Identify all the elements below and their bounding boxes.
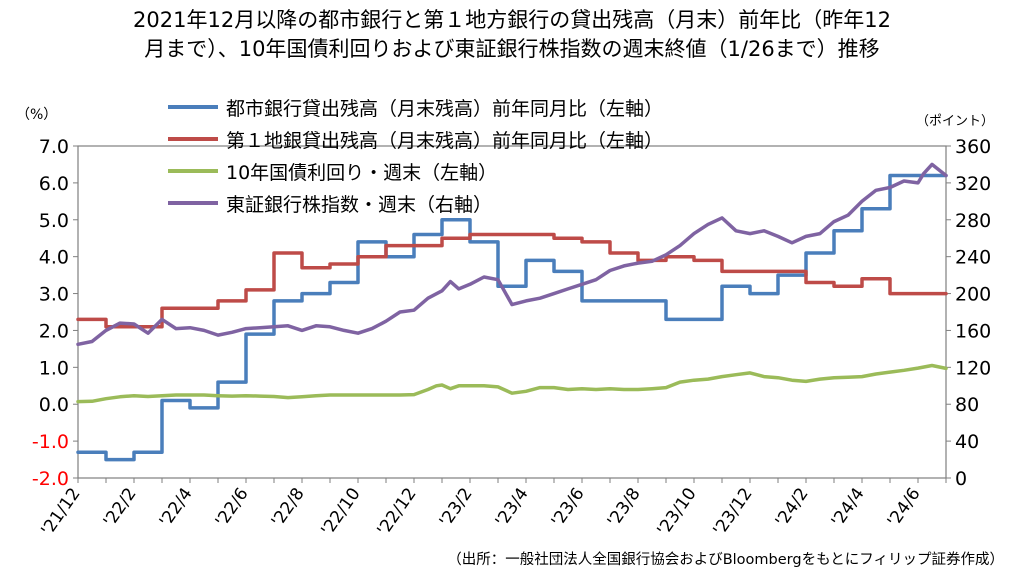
right-tick-label: 360: [955, 136, 991, 158]
x-tick-label: '22/4: [156, 484, 197, 531]
legend-label: 都市銀行貸出残高（月末残高）前年同月比（左軸）: [226, 97, 664, 120]
legend-label: 東証銀行株指数・週末（右軸）: [226, 193, 493, 216]
x-tick-label: '23/6: [548, 484, 589, 531]
right-tick-label: 160: [955, 320, 991, 342]
x-tick-label: '23/8: [604, 484, 645, 531]
left-tick-label: 7.0: [39, 136, 69, 158]
legend-item: 東証銀行株指数・週末（右軸）: [168, 187, 663, 219]
right-tick-label: 0: [955, 468, 967, 490]
legend-swatch: [168, 169, 218, 173]
left-axis-unit-label: （%）: [16, 107, 58, 123]
legend-label: 10年国債利回り・週末（左軸）: [226, 161, 498, 184]
chart-title-line2: 月まで）、10年国債利回りおよび東証銀行株指数の週末終値（1/26まで）推移: [144, 37, 880, 61]
x-tick-label: '23/2: [436, 484, 477, 531]
series-line-2: [76, 363, 948, 404]
chart-title-line1: 2021年12月以降の都市銀行と第１地方銀行の貸出残高（月末）前年比（昨年12: [133, 8, 891, 32]
left-tick-label: 2.0: [39, 320, 69, 342]
source-note: （出所：一般社団法人全国銀行協会およびBloombergをもとにフィリップ証券作…: [447, 552, 1004, 568]
legend-item: 都市銀行貸出残高（月末残高）前年同月比（左軸）: [168, 91, 663, 123]
x-tick-label: '22/10: [317, 484, 364, 539]
left-axis-ticks: 7.0 6.0 5.0 4.0 3.0 2.0 1.0 0.0 -1.0 -2.0: [32, 136, 78, 490]
legend-swatch: [168, 137, 218, 141]
chart-title: 2021年12月以降の都市銀行と第１地方銀行の貸出残高（月末）前年比（昨年12 …: [0, 6, 1024, 64]
right-tick-label: 80: [955, 394, 979, 416]
right-tick-label: 240: [955, 247, 991, 269]
right-tick-label: 200: [955, 284, 991, 306]
right-tick-label: 120: [955, 357, 991, 379]
right-axis-unit-label: （ポイント）: [916, 114, 995, 129]
left-tick-label: 6.0: [39, 173, 69, 195]
x-tick-label: '22/8: [268, 484, 309, 531]
x-tick-label: '24/6: [884, 484, 925, 531]
x-axis-ticks: '21/12 '22/2 '22/4 '22/6 '22/8'22/10'22/12 '2…: [37, 478, 947, 540]
legend-swatch: [168, 201, 218, 205]
series-line-3: [76, 162, 948, 347]
x-tick-label: '23/4: [492, 484, 533, 531]
right-tick-label: 280: [955, 210, 991, 232]
legend-item: 10年国債利回り・週末（左軸）: [168, 155, 663, 187]
x-tick-label: '22/2: [100, 484, 141, 531]
left-tick-label: 5.0: [39, 210, 69, 232]
series-line-1: [76, 232, 948, 329]
x-tick-label: '22/6: [212, 484, 253, 531]
x-tick-label: '23/10: [653, 484, 700, 539]
left-tick-label: 3.0: [39, 284, 69, 306]
plot-border: [77, 145, 947, 479]
left-tick-label: 1.0: [39, 357, 69, 379]
x-tick-label: '24/2: [772, 484, 813, 531]
x-tick-label: '24/4: [828, 484, 869, 531]
plot-frame: [77, 145, 947, 479]
legend-label: 第１地銀貸出残高（月末残高）前年同月比（左軸）: [226, 129, 664, 152]
legend-item: 第１地銀貸出残高（月末残高）前年同月比（左軸）: [168, 123, 663, 155]
right-tick-label: 320: [955, 173, 991, 195]
x-tick-label: '22/12: [373, 484, 420, 539]
right-tick-label: 40: [955, 431, 979, 453]
x-tick-label: '21/12: [37, 484, 84, 539]
left-tick-label: -1.0: [32, 431, 69, 453]
legend-swatch: [168, 105, 218, 109]
left-tick-label: 4.0: [39, 247, 69, 269]
series-layer: [76, 162, 948, 462]
left-tick-label: 0.0: [39, 394, 69, 416]
legend: 都市銀行貸出残高（月末残高）前年同月比（左軸） 第１地銀貸出残高（月末残高）前年同…: [168, 91, 663, 219]
left-tick-label: -2.0: [32, 468, 69, 490]
x-tick-label: '23/12: [709, 484, 756, 539]
right-axis-ticks: 360 320 280 240 200 160 120 80 40 0: [946, 136, 991, 490]
